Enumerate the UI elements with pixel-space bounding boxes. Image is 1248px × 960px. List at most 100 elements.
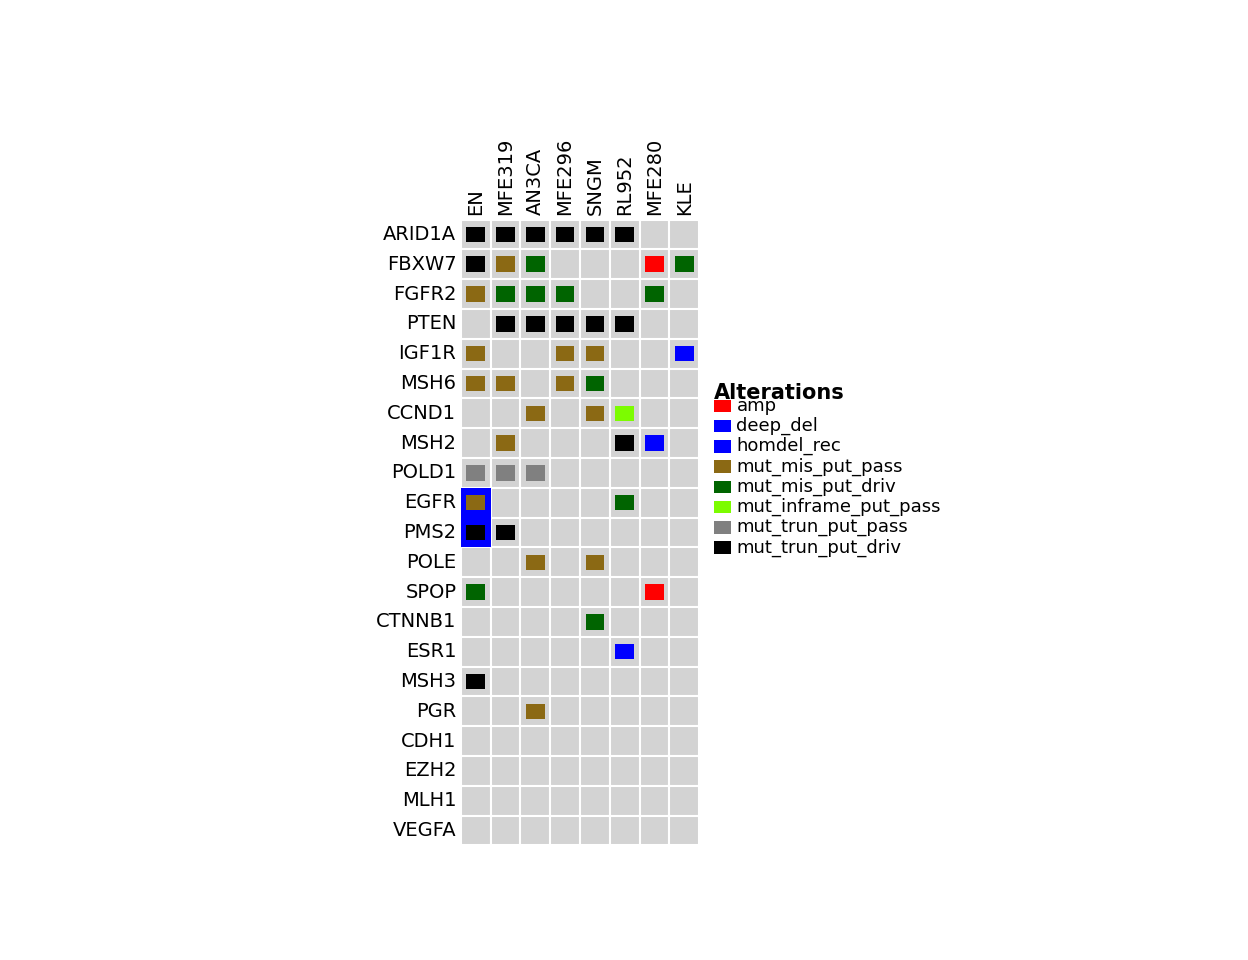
- Bar: [639, 726, 669, 756]
- Text: PTEN: PTEN: [406, 314, 457, 333]
- Text: amp: amp: [736, 396, 776, 415]
- Bar: [645, 256, 664, 272]
- Bar: [669, 458, 699, 488]
- Bar: [580, 279, 610, 309]
- Bar: [580, 488, 610, 517]
- Bar: [461, 428, 490, 458]
- Text: mut_mis_put_pass: mut_mis_put_pass: [736, 458, 904, 476]
- Bar: [669, 726, 699, 756]
- Bar: [527, 286, 544, 301]
- Bar: [490, 547, 520, 577]
- Bar: [520, 458, 550, 488]
- Bar: [461, 816, 490, 846]
- Bar: [550, 607, 580, 636]
- Bar: [610, 636, 639, 666]
- Bar: [550, 696, 580, 726]
- Bar: [610, 339, 639, 369]
- Bar: [580, 607, 610, 636]
- Bar: [520, 786, 550, 816]
- Bar: [669, 666, 699, 696]
- Bar: [527, 405, 544, 421]
- Bar: [497, 466, 514, 481]
- Bar: [714, 461, 730, 473]
- Bar: [639, 636, 669, 666]
- Bar: [467, 525, 485, 540]
- Bar: [675, 256, 694, 272]
- Bar: [467, 286, 485, 301]
- Bar: [550, 279, 580, 309]
- Bar: [550, 309, 580, 339]
- Bar: [639, 577, 669, 607]
- Bar: [615, 316, 634, 331]
- Bar: [580, 666, 610, 696]
- Bar: [550, 786, 580, 816]
- Bar: [585, 375, 604, 392]
- Bar: [669, 309, 699, 339]
- Bar: [467, 585, 485, 600]
- Bar: [550, 547, 580, 577]
- Bar: [714, 420, 730, 432]
- Bar: [639, 488, 669, 517]
- Bar: [669, 398, 699, 428]
- Text: EZH2: EZH2: [404, 761, 457, 780]
- Bar: [580, 428, 610, 458]
- Bar: [669, 339, 699, 369]
- Bar: [610, 816, 639, 846]
- Bar: [520, 756, 550, 786]
- Bar: [490, 786, 520, 816]
- Bar: [490, 726, 520, 756]
- Bar: [520, 726, 550, 756]
- Bar: [497, 316, 514, 331]
- Bar: [585, 316, 604, 331]
- Bar: [669, 488, 699, 517]
- Bar: [520, 398, 550, 428]
- Bar: [639, 696, 669, 726]
- Bar: [610, 577, 639, 607]
- Text: SNGM: SNGM: [585, 156, 604, 215]
- Bar: [615, 644, 634, 660]
- Bar: [490, 369, 520, 398]
- Bar: [490, 636, 520, 666]
- Text: MFE319: MFE319: [495, 137, 515, 215]
- Bar: [520, 488, 550, 517]
- Bar: [615, 227, 634, 242]
- Text: RL952: RL952: [615, 154, 634, 215]
- Text: KLE: KLE: [675, 180, 694, 215]
- Bar: [610, 786, 639, 816]
- Bar: [490, 339, 520, 369]
- Bar: [527, 466, 544, 481]
- Bar: [461, 726, 490, 756]
- Bar: [497, 286, 514, 301]
- Text: FGFR2: FGFR2: [393, 284, 457, 303]
- Bar: [669, 428, 699, 458]
- Bar: [461, 398, 490, 428]
- Bar: [550, 369, 580, 398]
- Bar: [639, 816, 669, 846]
- Text: ESR1: ESR1: [406, 642, 457, 661]
- Bar: [669, 547, 699, 577]
- Bar: [639, 756, 669, 786]
- Bar: [639, 220, 669, 250]
- Bar: [467, 375, 485, 392]
- Bar: [520, 607, 550, 636]
- Bar: [675, 346, 694, 361]
- Text: MFE296: MFE296: [555, 137, 574, 215]
- Bar: [461, 488, 490, 517]
- Bar: [461, 369, 490, 398]
- Text: AN3CA: AN3CA: [525, 148, 545, 215]
- Bar: [580, 816, 610, 846]
- Bar: [639, 428, 669, 458]
- Bar: [610, 369, 639, 398]
- Bar: [610, 726, 639, 756]
- Bar: [527, 555, 544, 570]
- Bar: [615, 405, 634, 421]
- Text: mut_mis_put_driv: mut_mis_put_driv: [736, 478, 896, 496]
- Text: POLD1: POLD1: [391, 464, 457, 482]
- Bar: [490, 577, 520, 607]
- Text: mut_inframe_put_pass: mut_inframe_put_pass: [736, 498, 941, 516]
- Bar: [610, 428, 639, 458]
- Text: mut_trun_put_pass: mut_trun_put_pass: [736, 518, 909, 537]
- Bar: [639, 547, 669, 577]
- Bar: [490, 458, 520, 488]
- Bar: [580, 339, 610, 369]
